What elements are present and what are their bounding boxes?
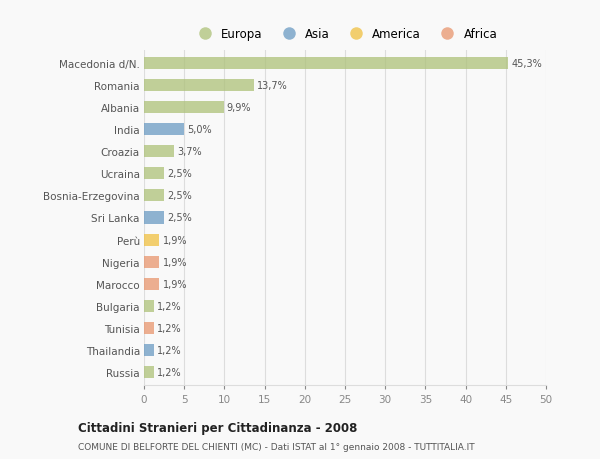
Text: 2,5%: 2,5% bbox=[167, 191, 192, 201]
Bar bbox=[144, 256, 159, 268]
Bar bbox=[144, 190, 164, 202]
Bar bbox=[144, 234, 159, 246]
Text: 1,2%: 1,2% bbox=[157, 367, 181, 377]
Bar bbox=[144, 58, 508, 70]
Bar bbox=[144, 278, 159, 290]
Bar bbox=[144, 80, 254, 92]
Bar bbox=[144, 102, 224, 114]
Bar bbox=[144, 212, 164, 224]
Text: 13,7%: 13,7% bbox=[257, 81, 288, 91]
Bar bbox=[144, 124, 184, 136]
Text: 45,3%: 45,3% bbox=[511, 59, 542, 69]
Bar bbox=[144, 366, 154, 378]
Text: Cittadini Stranieri per Cittadinanza - 2008: Cittadini Stranieri per Cittadinanza - 2… bbox=[78, 421, 358, 434]
Bar bbox=[144, 146, 174, 158]
Bar bbox=[144, 322, 154, 334]
Bar bbox=[144, 300, 154, 312]
Text: 1,9%: 1,9% bbox=[163, 235, 187, 245]
Bar bbox=[144, 168, 164, 180]
Text: 5,0%: 5,0% bbox=[187, 125, 212, 135]
Legend: Europa, Asia, America, Africa: Europa, Asia, America, Africa bbox=[188, 23, 502, 45]
Text: 3,7%: 3,7% bbox=[177, 147, 202, 157]
Text: 9,9%: 9,9% bbox=[227, 103, 251, 113]
Text: COMUNE DI BELFORTE DEL CHIENTI (MC) - Dati ISTAT al 1° gennaio 2008 - TUTTITALIA: COMUNE DI BELFORTE DEL CHIENTI (MC) - Da… bbox=[78, 442, 475, 451]
Text: 2,5%: 2,5% bbox=[167, 169, 192, 179]
Text: 1,2%: 1,2% bbox=[157, 323, 181, 333]
Bar bbox=[144, 344, 154, 356]
Text: 1,9%: 1,9% bbox=[163, 279, 187, 289]
Text: 1,2%: 1,2% bbox=[157, 301, 181, 311]
Text: 1,2%: 1,2% bbox=[157, 345, 181, 355]
Text: 1,9%: 1,9% bbox=[163, 257, 187, 267]
Text: 2,5%: 2,5% bbox=[167, 213, 192, 223]
